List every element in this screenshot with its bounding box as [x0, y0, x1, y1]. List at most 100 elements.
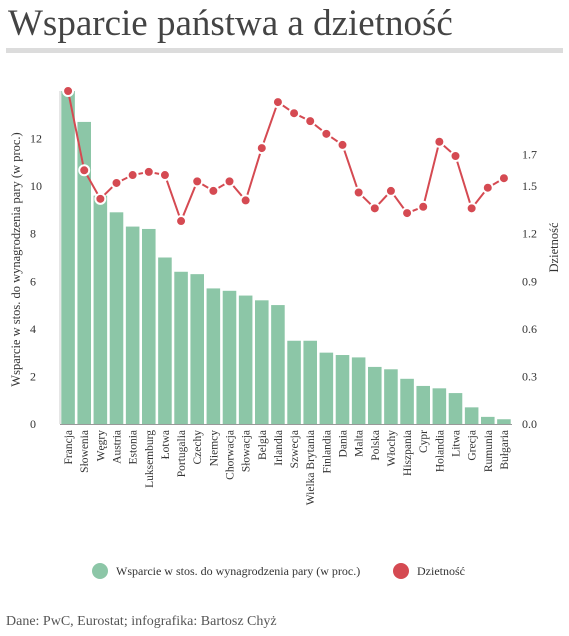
- bar-Szwecja: [287, 340, 301, 424]
- fertility-point-Hiszpania: [401, 207, 414, 220]
- x-tick-label: Wielka Brytania: [305, 430, 317, 505]
- legend-item-support[interactable]: Wsparcie w stos. do wynagrodzenia pary (…: [92, 563, 360, 579]
- legend-swatch-fertility: [393, 563, 409, 579]
- bar-Belgia: [255, 300, 269, 424]
- x-tick-label: Luksemburg: [144, 430, 156, 488]
- y-tick-label: 6: [30, 274, 36, 288]
- bar-Bułgaria: [497, 419, 511, 424]
- bar-Węgry: [93, 195, 108, 424]
- x-tick-label: Francja: [63, 430, 75, 464]
- legend-label-support: Wsparcie w stos. do wynagrodzenia pary (…: [116, 563, 361, 578]
- bar-Włochy: [384, 369, 398, 424]
- x-tick-label: Włochy: [386, 430, 398, 467]
- fertility-point-Holandia: [433, 135, 446, 148]
- bar-Dania: [335, 355, 350, 424]
- x-tick-label: Dania: [338, 430, 350, 457]
- fertility-point-Słowacja: [239, 194, 252, 207]
- y-tick-label: 0: [30, 417, 36, 431]
- bar-Grecja: [464, 407, 479, 424]
- x-tick-label: Szwecja: [289, 430, 301, 468]
- x-tick-label: Węgry: [95, 430, 107, 462]
- x-tick-label: Hiszpania: [402, 430, 414, 476]
- title-divider: [6, 48, 563, 53]
- x-tick-label: Austria: [112, 430, 124, 464]
- fertility-point-Cypr: [417, 200, 430, 213]
- fertility-point-Dania: [336, 138, 349, 151]
- x-tick-label: Estonia: [128, 430, 140, 465]
- legend-label-fertility: Dzietność: [417, 563, 465, 578]
- x-tick-label: Słowacja: [241, 430, 253, 472]
- bar-Hiszpania: [400, 378, 414, 424]
- fertility-point-Niemcy: [207, 184, 220, 197]
- x-tick-label: Chorwacja: [225, 430, 237, 480]
- x-tick-label: Łotwa: [160, 430, 172, 459]
- y2-axis-title: Dzietność: [547, 222, 561, 272]
- y-tick-label: 12: [30, 132, 42, 146]
- fertility-point-Rumunia: [481, 181, 494, 194]
- y-axis-title: Wsparcie w stos. do wynagrodzenia pary (…: [9, 132, 23, 386]
- y2-tick-label: 0.0: [522, 417, 537, 431]
- bar-Luksemburg: [142, 228, 156, 424]
- x-tick-label: Bułgaria: [499, 430, 511, 470]
- bar-Łotwa: [158, 257, 172, 424]
- fertility-point-Luksemburg: [142, 165, 155, 178]
- x-tick-label: Irlandia: [273, 430, 285, 466]
- bar-Niemcy: [206, 288, 221, 424]
- fertility-point-Włochy: [384, 184, 397, 197]
- bar-Chorwacja: [222, 290, 237, 424]
- fertility-point-Irlandia: [271, 96, 284, 109]
- y-tick-label: 2: [30, 369, 36, 383]
- y2-tick-label: 0.6: [522, 322, 537, 336]
- bar-Estonia: [125, 226, 140, 424]
- fertility-line: [67, 90, 505, 224]
- fertility-point-Belgia: [255, 142, 268, 155]
- x-tick-label: Belgia: [257, 430, 269, 460]
- source-credit: Dane: PwC, Eurostat; infografika: Bartos…: [6, 614, 277, 629]
- legend-item-fertility[interactable]: Dzietność: [393, 563, 465, 579]
- fertility-point-Polska: [368, 202, 381, 215]
- fertility-point-Chorwacja: [223, 175, 236, 188]
- x-tick-label: Malta: [354, 430, 366, 457]
- bar-Rumunia: [481, 416, 495, 424]
- chart: 0 2 4 6 8 10 12 0.0 0.3 0.6 0.9 1.2 1.5 1.7 Wsparcie w…: [9, 85, 561, 505]
- x-tick-label: Grecja: [467, 430, 479, 461]
- bar-Irlandia: [271, 305, 285, 424]
- y2-tick-label: 1.5: [522, 179, 537, 193]
- y-tick-label: 10: [30, 179, 42, 193]
- fertility-point-Bułgaria: [497, 172, 510, 185]
- page-title: Wsparcie państwa a dzietność: [8, 3, 453, 44]
- fertility-point-Grecja: [465, 202, 478, 215]
- bar-Finlandia: [319, 352, 334, 424]
- bar-Czechy: [190, 274, 204, 424]
- fertility-point-Finlandia: [320, 127, 333, 140]
- x-tick-label: Rumunia: [483, 430, 495, 472]
- fertility-point-Szwecja: [288, 107, 301, 120]
- y2-tick-label: 0.9: [522, 274, 537, 288]
- fertility-point-Austria: [110, 176, 123, 189]
- y-tick-label: 4: [30, 322, 36, 336]
- bar-Słowenia: [77, 121, 91, 424]
- x-tick-label: Niemcy: [208, 430, 220, 467]
- bar-Francja: [61, 91, 75, 424]
- bar-Malta: [351, 357, 366, 424]
- fertility-point-Wielka Brytania: [304, 115, 317, 128]
- fertility-point-Litwa: [449, 150, 462, 163]
- bar-Słowacja: [238, 295, 253, 424]
- bar-Cypr: [416, 385, 430, 424]
- fertility-point-Portugalia: [175, 215, 188, 228]
- fertility-point-Węgry: [94, 192, 107, 205]
- bar-Portugalia: [174, 271, 188, 424]
- y-tick-label: 8: [30, 227, 36, 241]
- x-tick-label: Portugalia: [176, 430, 188, 477]
- bar-Polska: [368, 366, 382, 424]
- fertility-point-Malta: [352, 186, 365, 199]
- fertility-point-Francja: [62, 85, 75, 97]
- fertility-point-Czechy: [191, 175, 204, 188]
- y2-tick-label: 1.7: [522, 147, 537, 161]
- x-tick-label: Cypr: [418, 430, 430, 453]
- legend: Wsparcie w stos. do wynagrodzenia pary (…: [0, 563, 569, 583]
- x-tick-label: Holandia: [434, 430, 446, 472]
- fertility-point-Estonia: [126, 169, 139, 182]
- bar-Wielka Brytania: [303, 340, 317, 424]
- x-tick-label: Czechy: [192, 430, 204, 465]
